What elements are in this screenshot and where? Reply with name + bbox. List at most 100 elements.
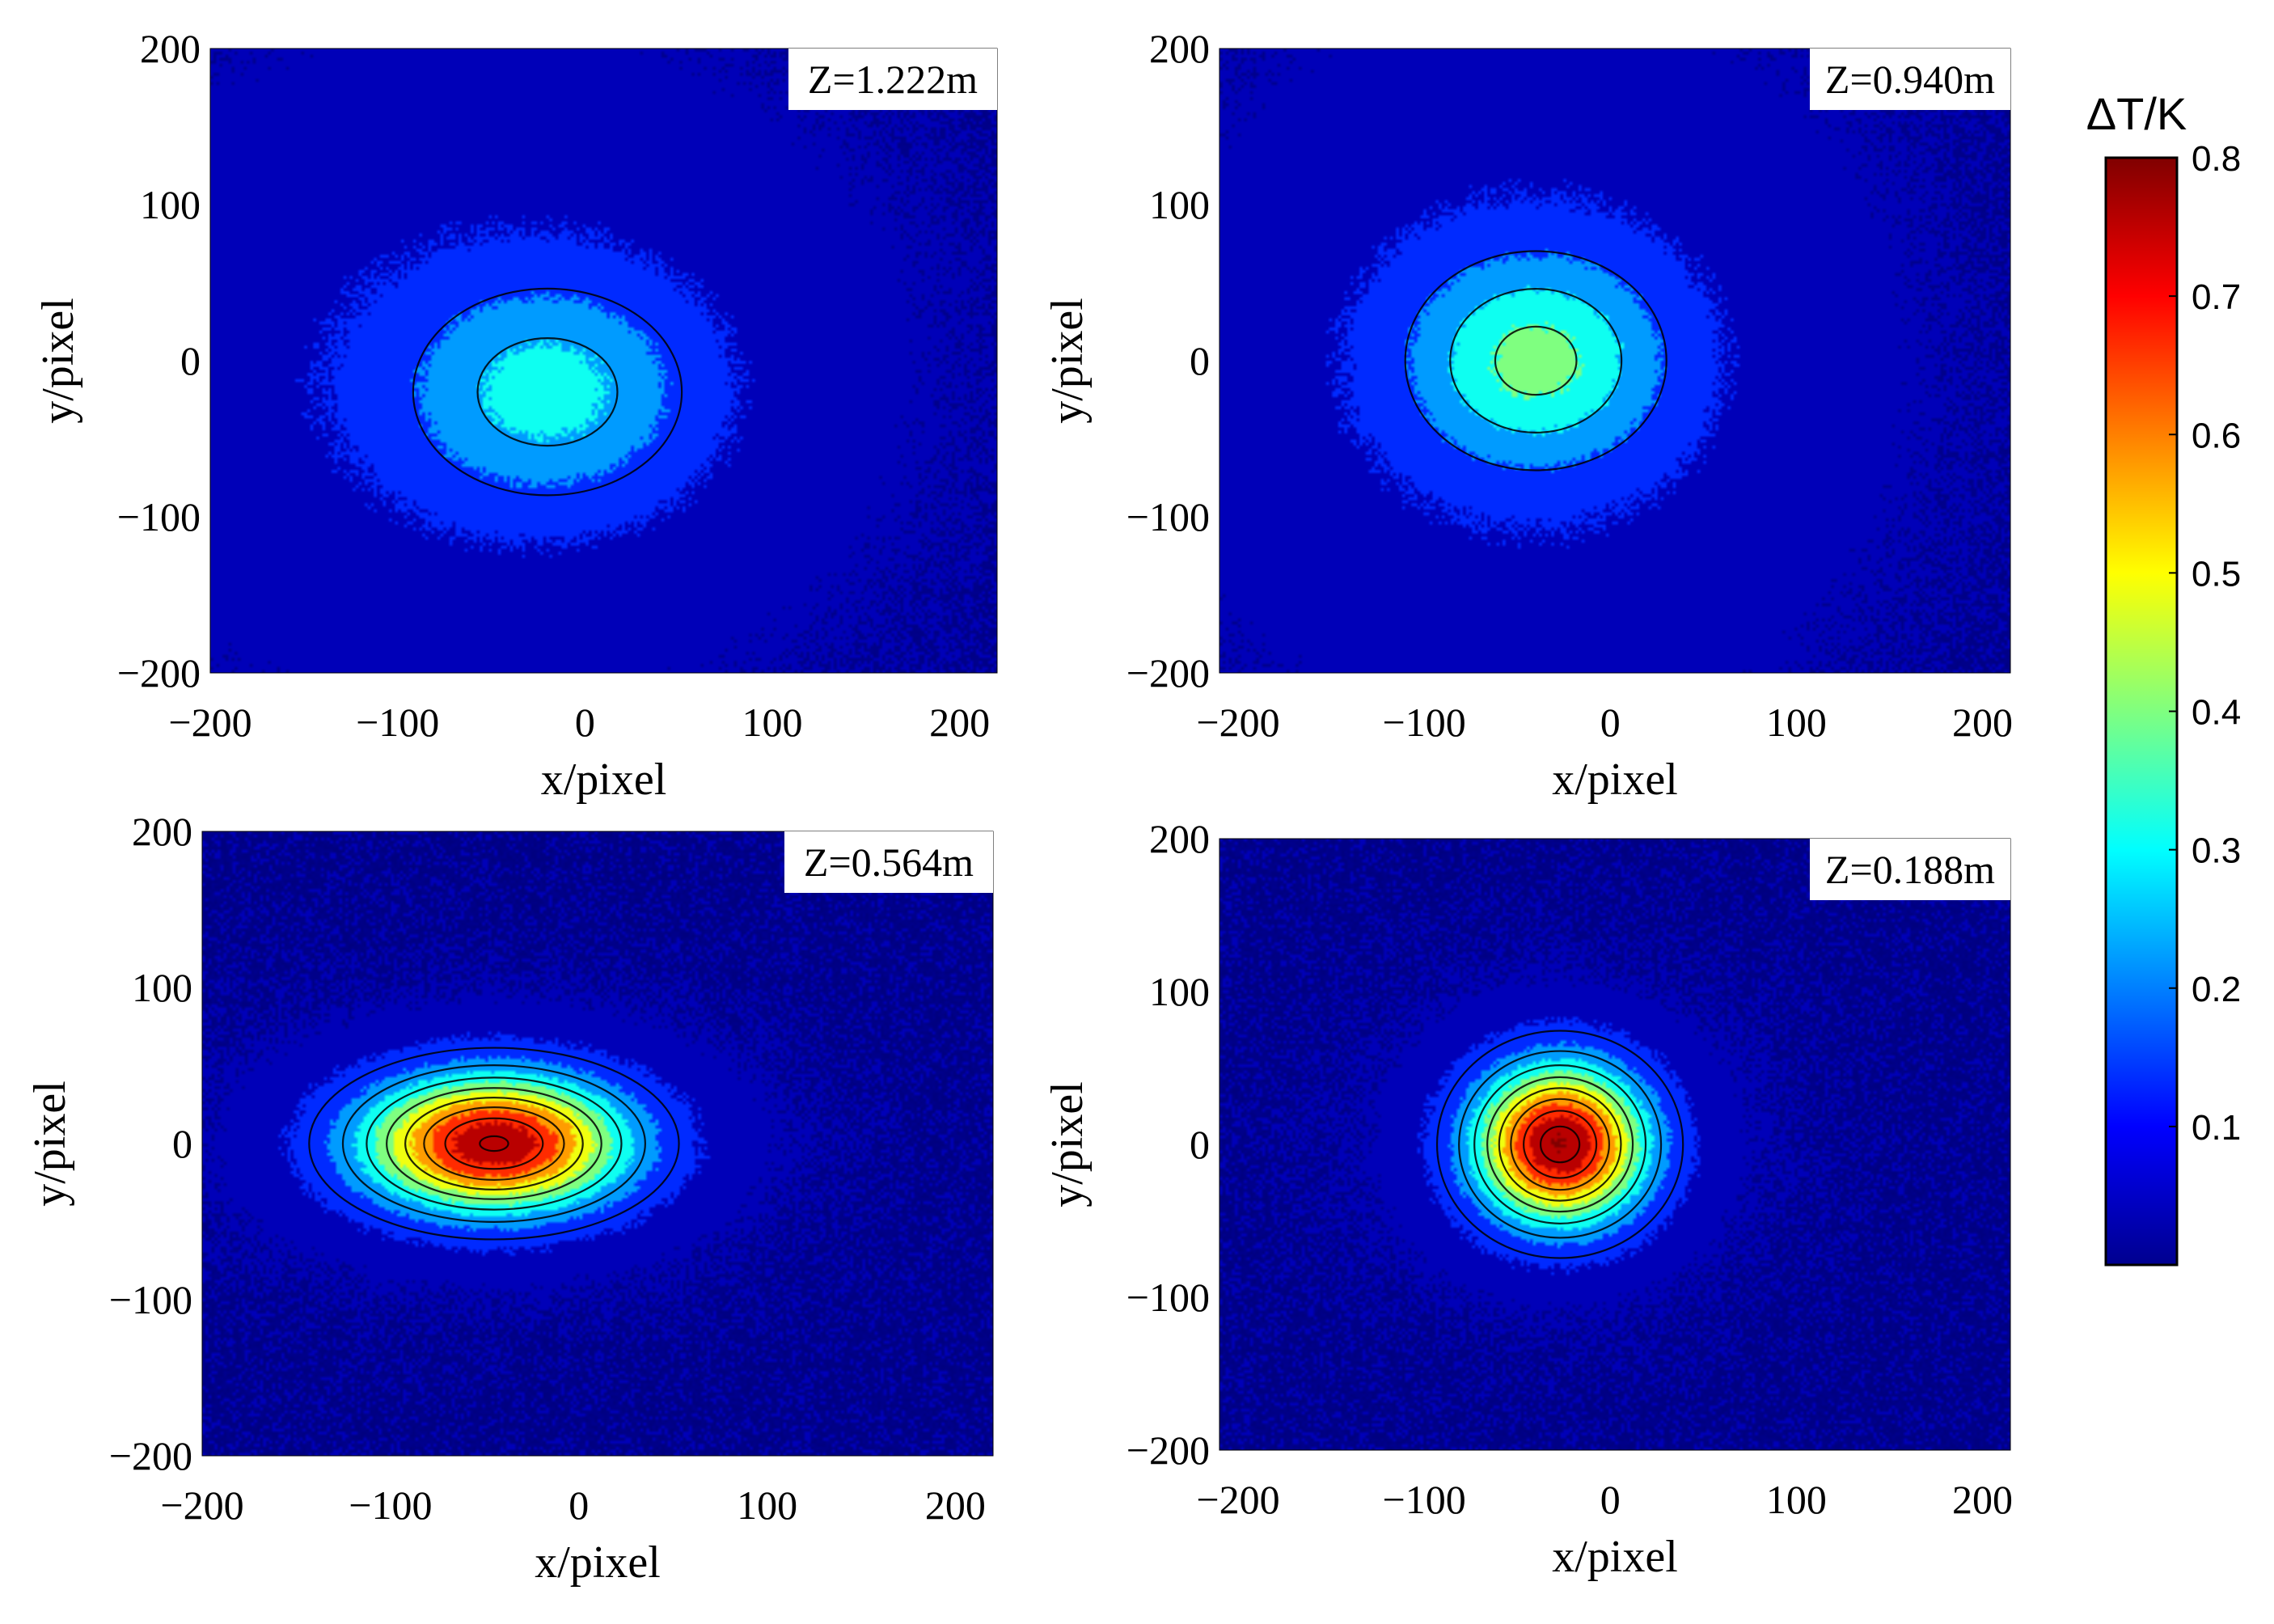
- annotation-box: [1810, 49, 2010, 110]
- contour-line: [1510, 1097, 1611, 1191]
- x-tick-label: −100: [1383, 700, 1466, 745]
- x-tick-label: −200: [1196, 700, 1279, 745]
- colorbar-tick-label: 0.4: [2192, 693, 2241, 733]
- colorbar-tick-label: 0.8: [2192, 139, 2241, 179]
- colorbar-label: ΔT/K: [2086, 88, 2187, 139]
- annotation-text: Z=1.222m: [808, 57, 978, 102]
- panels: Z=1.222m −200 −100 0 100 200 200 100 0 −100 −200 x/…: [25, 26, 2013, 1588]
- contour-line: [1498, 1087, 1622, 1202]
- panel-1: Z=1.222m −200 −100 0 100 200 200 100 0 −100 −200 x/…: [33, 26, 998, 805]
- annotation-text: Z=0.564m: [804, 839, 974, 885]
- contour-line: [1494, 325, 1578, 396]
- panel-4: Z=0.188m −200 −100 0 100 200 200 100 0 −100 −200 x/…: [1042, 816, 2013, 1582]
- annotation-box: [1810, 839, 2010, 900]
- contour-line: [1539, 1125, 1581, 1164]
- x-tick-label: 100: [742, 700, 803, 745]
- colorbar-tick-label: 0.1: [2192, 1108, 2241, 1148]
- contour-line: [341, 1064, 646, 1223]
- x-tick-label: −100: [1383, 1477, 1466, 1522]
- y-tick-label: 100: [140, 182, 201, 227]
- contour-line: [444, 1117, 544, 1170]
- contour-line: [412, 287, 683, 497]
- contour-line: [1486, 1076, 1634, 1213]
- x-tick-label: −200: [160, 1482, 243, 1528]
- y-tick-label: 0: [1190, 1122, 1210, 1167]
- x-tick-label: 0: [575, 700, 595, 745]
- colorbar-tick-label: 0.6: [2192, 416, 2241, 455]
- contour-line: [479, 1135, 509, 1152]
- contour-line: [366, 1076, 623, 1211]
- contour-line: [476, 337, 619, 447]
- contour-line: [1523, 1110, 1598, 1179]
- x-axis-label: x/pixel: [1552, 1532, 1678, 1582]
- colorbar-tick-label: 0.7: [2192, 277, 2241, 317]
- panel-2: Z=0.940m −200 −100 0 100 200 200 100 0 −100 −200 x/…: [1042, 26, 2013, 805]
- y-tick-label: 0: [1190, 338, 1210, 383]
- x-tick-label: 100: [737, 1482, 797, 1528]
- heatmap-image: [1219, 839, 2010, 1450]
- y-tick-label: 100: [1149, 969, 1210, 1014]
- x-axis-label: x/pixel: [535, 1537, 661, 1588]
- plot-frame: [201, 831, 994, 1457]
- heatmap-image: [1219, 49, 2010, 673]
- colorbar-ticks: 0.1 0.2 0.3 0.4 0.5 0.6 0.7 0.8: [2169, 139, 2241, 1148]
- y-tick-label: −200: [109, 1433, 192, 1478]
- y-tick-label: −200: [1126, 1427, 1210, 1473]
- heatmap-image: [202, 831, 993, 1456]
- contour-line: [1458, 1050, 1663, 1239]
- y-tick-label: −100: [1126, 1275, 1210, 1320]
- y-tick-label: −100: [1126, 494, 1210, 539]
- annotation-text: Z=0.940m: [1825, 57, 1995, 102]
- annotation-box: [784, 831, 993, 893]
- y-tick-label: 100: [1149, 182, 1210, 227]
- colorbar-tick-label: 0.2: [2192, 970, 2241, 1009]
- y-tick-label: 200: [1149, 816, 1210, 861]
- y-tick-label: 200: [132, 809, 192, 854]
- contour-line: [1404, 250, 1667, 472]
- y-tick-label: −200: [1126, 650, 1210, 696]
- x-tick-label: 0: [1600, 700, 1621, 745]
- annotation-text: Z=0.188m: [1825, 847, 1995, 892]
- contour-line: [1435, 1030, 1684, 1259]
- colorbar: ΔT/K 0.1 0.2 0.3 0.4 0.5 0.6 0.7 0.8: [2086, 88, 2241, 1267]
- contour-line: [423, 1106, 565, 1181]
- x-tick-label: 100: [1766, 1477, 1827, 1522]
- contour-line: [404, 1097, 584, 1191]
- plot-frame: [1219, 838, 2011, 1451]
- y-tick-label: −100: [117, 494, 201, 539]
- y-tick-label: 0: [180, 338, 201, 383]
- x-tick-label: 200: [925, 1482, 986, 1528]
- x-axis-label: x/pixel: [541, 755, 667, 805]
- x-tick-label: 0: [568, 1482, 589, 1528]
- y-tick-label: 200: [140, 26, 201, 71]
- x-tick-label: 100: [1766, 700, 1827, 745]
- plot-frame: [209, 48, 998, 674]
- y-axis-label: y/pixel: [25, 1081, 75, 1207]
- contour-line: [1449, 288, 1623, 433]
- y-tick-label: −200: [117, 650, 201, 696]
- x-axis-label: x/pixel: [1552, 755, 1678, 805]
- x-tick-label: −200: [1196, 1477, 1279, 1522]
- y-tick-label: −100: [109, 1277, 192, 1322]
- contour-line: [1473, 1064, 1647, 1224]
- y-tick-label: 0: [172, 1121, 192, 1166]
- x-tick-label: 200: [929, 700, 990, 745]
- x-tick-label: 200: [1952, 1477, 2013, 1522]
- x-tick-label: 200: [1952, 700, 2013, 745]
- colorbar-tick-label: 0.3: [2192, 831, 2241, 871]
- y-axis-label: y/pixel: [1042, 298, 1093, 424]
- contour-line: [308, 1047, 680, 1241]
- panel-3: Z=0.564m −200 −100 0 100 200 200 100 0 −100 −200 x/…: [25, 809, 994, 1588]
- x-tick-label: −100: [356, 700, 439, 745]
- x-tick-label: −100: [349, 1482, 432, 1528]
- y-tick-label: 100: [132, 965, 192, 1010]
- plot-frame: [1219, 48, 2011, 674]
- x-tick-label: 0: [1600, 1477, 1621, 1522]
- x-tick-label: −200: [168, 700, 251, 745]
- colorbar-tick-label: 0.5: [2192, 554, 2241, 594]
- annotation-box: [788, 49, 997, 110]
- colorbar-gradient: [2104, 156, 2179, 1267]
- y-axis-label: y/pixel: [1042, 1081, 1093, 1207]
- y-axis-label: y/pixel: [33, 298, 83, 424]
